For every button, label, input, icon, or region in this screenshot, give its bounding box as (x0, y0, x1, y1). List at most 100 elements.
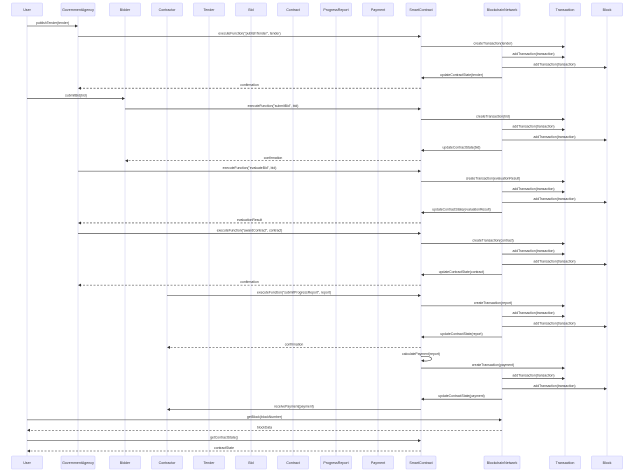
arrowhead (604, 65, 607, 69)
participant-label: GovernmentAgency (62, 461, 94, 465)
message-label: addTransaction(transaction) (512, 187, 554, 191)
message: confirmation (78, 280, 421, 287)
message: calculatePayment(report) (402, 352, 440, 363)
participant-box (483, 2, 521, 17)
message: addTransaction(transaction) (502, 62, 607, 69)
arrowhead (562, 128, 565, 132)
participant-label: ProgressReport (323, 8, 348, 12)
participant-box (60, 455, 96, 470)
arrowhead (604, 387, 607, 391)
arrowhead (421, 359, 424, 363)
message: confirmation (78, 83, 421, 90)
participant-box (109, 2, 141, 17)
participant-user-top: User (11, 2, 43, 17)
message-label: submitBid(bid) (65, 94, 87, 98)
message-label: blockData (257, 425, 272, 429)
participant-label: Block (603, 8, 612, 12)
participant-box (320, 2, 352, 17)
message: contractState (27, 446, 421, 453)
arrowhead (167, 408, 170, 412)
message: addTransaction(transaction) (502, 249, 565, 256)
arrowhead (604, 200, 607, 204)
participant-box (11, 455, 43, 470)
arrowhead (27, 449, 30, 453)
arrowhead (418, 439, 421, 443)
arrowhead (562, 304, 565, 308)
message-label: updateContractState(contract) (439, 270, 484, 274)
participant-box (235, 2, 267, 17)
participant-label: Bid (248, 461, 253, 465)
arrowhead (562, 366, 565, 370)
participant-label: GovernmentAgency (62, 8, 94, 12)
participant-payment-top: Payment (362, 2, 394, 17)
message: addTransaction(transaction) (502, 135, 607, 142)
arrowhead (604, 262, 607, 266)
message: createTransaction(payment) (421, 363, 565, 370)
participant-tender-top: Tender (193, 2, 225, 17)
self-message-loop (420, 356, 432, 362)
participant-contract-top: Contract (277, 2, 309, 17)
message-label: addTransaction(transaction) (533, 384, 575, 388)
arrowhead (562, 179, 565, 183)
arrowhead (562, 376, 565, 380)
arrowhead (167, 345, 170, 349)
participant-progress-report-bottom: ProgressReport (320, 455, 352, 470)
participant-government-agency-top: GovernmentAgency (60, 2, 96, 17)
arrowhead (604, 138, 607, 142)
participant-label: Transaction (556, 461, 575, 465)
message: executeFunction("awardContract", contrac… (78, 228, 421, 235)
message: evaluationResult (78, 218, 421, 225)
arrowhead (78, 283, 81, 287)
message: updateContractState(payment) (421, 394, 502, 401)
message: updateContractState(contract) (421, 270, 502, 277)
message-label: createTransaction(tender) (474, 42, 513, 46)
participant-label: SmartContract (409, 461, 432, 465)
message: executeFunction("submitBid", bid) (125, 104, 421, 111)
participant-box (405, 2, 437, 17)
message-label: updateContractState(report) (440, 332, 482, 336)
participant-box (277, 2, 309, 17)
participant-box (11, 2, 43, 17)
message: updateContractState(tender) (421, 73, 502, 80)
participant-box (109, 455, 141, 470)
message: confirmation (167, 342, 421, 349)
participant-user-bottom: User (11, 455, 43, 470)
participant-transaction-top: Transaction (549, 2, 581, 17)
participant-label: BlockchainNetwork (487, 461, 518, 465)
participant-box (235, 455, 267, 470)
message-label: publishTender(tender) (36, 21, 69, 25)
participant-bidder-top: Bidder (109, 2, 141, 17)
arrowhead (562, 242, 565, 246)
message-label: addTransaction(transaction) (533, 62, 575, 66)
participant-box (277, 455, 309, 470)
participant-box (193, 2, 225, 17)
participant-progress-report-top: ProgressReport (320, 2, 352, 17)
message: getBlock(blockNumber) (27, 415, 502, 422)
message-label: executeFunction("evaluateBid", bid) (223, 166, 277, 170)
message: addTransaction(transaction) (502, 384, 607, 391)
message-label: addTransaction(transaction) (512, 249, 554, 253)
message: createTransaction(report) (421, 301, 565, 308)
participant-contractor-bottom: Contractor (151, 455, 183, 470)
participant-label: User (23, 8, 31, 12)
participant-box (591, 2, 623, 17)
message: createTransaction(contract) (421, 239, 565, 246)
message-label: contractState (214, 446, 234, 450)
message-label: executeFunction("publishTender", tender) (218, 31, 280, 35)
message: executeFunction("submitProgressReport", … (167, 291, 421, 298)
message: addTransaction(transaction) (502, 311, 565, 318)
message: createTransaction(evaluationResult) (421, 176, 565, 183)
message-label: addTransaction(transaction) (512, 311, 554, 315)
arrowhead (499, 418, 502, 422)
arrowhead (562, 45, 565, 49)
message: addTransaction(transaction) (502, 52, 565, 59)
arrowhead (125, 159, 128, 163)
message: createTransaction(tender) (421, 42, 565, 49)
arrowhead (421, 397, 424, 401)
message: updateContractState(bid) (421, 145, 502, 152)
participant-label: Contract (286, 461, 300, 465)
arrowhead (562, 190, 565, 194)
arrowhead (78, 86, 81, 90)
participant-contractor-top: Contractor (151, 2, 183, 17)
